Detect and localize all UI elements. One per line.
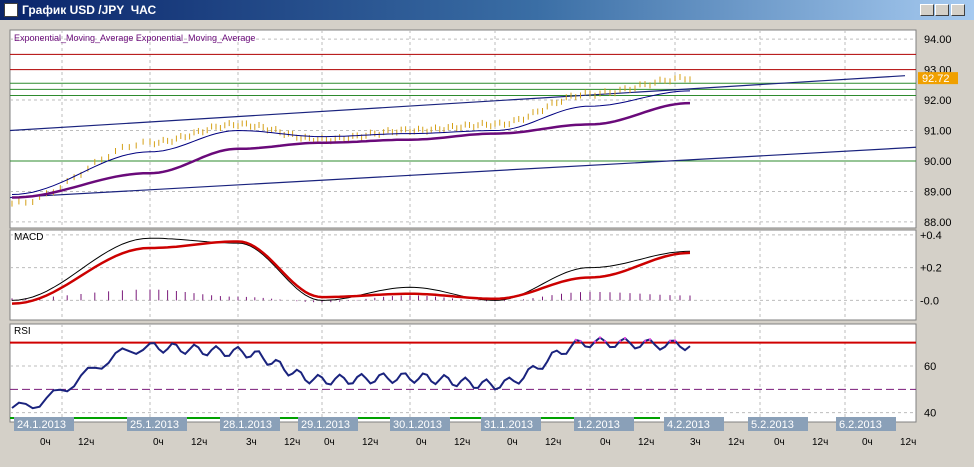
date-box <box>298 417 358 431</box>
hour-label: 0ч <box>774 437 785 448</box>
date-box <box>574 417 634 431</box>
rsi-overbought-point <box>673 339 677 342</box>
hour-label: 12ч <box>284 437 300 448</box>
hour-label: 12ч <box>191 437 207 448</box>
date-label: 31.1.2013 <box>484 419 533 431</box>
date-label: 29.1.2013 <box>301 419 350 431</box>
date-label: 5.2.2013 <box>751 419 794 431</box>
chart-svg: 94.0093.0092.0091.0090.0089.0088.0092.72… <box>9 29 958 448</box>
date-box <box>127 417 187 431</box>
rsi-overbought-point <box>643 339 647 343</box>
date-label: 25.1.2013 <box>130 419 179 431</box>
y-tick-label: 88.00 <box>924 217 952 229</box>
macd-tick-label: +0.4 <box>920 230 942 242</box>
macd-signal-line <box>11 240 691 305</box>
ema-fast-line <box>11 90 691 195</box>
panel-3-bg <box>9 323 917 423</box>
rsi-overbought-point <box>618 339 622 343</box>
y-tick-label: 92.00 <box>924 95 952 107</box>
rsi-panel-label: RSI <box>14 326 31 337</box>
hour-label: 12ч <box>545 437 561 448</box>
date-box <box>481 417 541 431</box>
channel-upper <box>9 75 906 132</box>
date-label: 28.1.2013 <box>223 419 272 431</box>
date-label: 24.1.2013 <box>17 419 66 431</box>
rsi-overbought-point <box>648 338 652 341</box>
main-panel-label: Exponential_Moving_Average Exponential_M… <box>14 33 255 43</box>
hour-label: 12ч <box>638 437 654 448</box>
macd-main-line <box>11 237 691 301</box>
hour-label: 0ч <box>600 437 611 448</box>
rsi-overbought-point <box>668 339 672 343</box>
date-label: 6.2.2013 <box>839 419 882 431</box>
panel-1-bg <box>9 29 917 229</box>
window-title: График USD /JPY ЧАС <box>22 3 157 17</box>
macd-tick-label: -0.0 <box>920 295 939 307</box>
y-tick-label: 91.00 <box>924 126 952 138</box>
current-price-label: 92.72 <box>922 73 950 85</box>
rsi-overbought-point <box>623 337 627 340</box>
date-box <box>836 417 896 431</box>
hour-label: 12ч <box>78 437 94 448</box>
date-box <box>390 417 450 431</box>
hour-label: 0ч <box>153 437 164 448</box>
rsi-line <box>11 336 691 410</box>
y-tick-label: 90.00 <box>924 156 952 168</box>
rsi-overbought-point <box>598 336 602 339</box>
hour-label: 3ч <box>690 437 701 448</box>
chart-canvas: 94.00 93.00 92.00 91.00 90.00 89.00 88.00 92.72… <box>0 20 974 462</box>
date-box <box>14 417 74 431</box>
y-tick-label: 89.00 <box>924 186 952 198</box>
ema-slow-line <box>11 101 691 199</box>
date-box <box>748 417 808 431</box>
maximize-button[interactable] <box>935 4 949 16</box>
rsi-tick-label: 60 <box>924 361 936 373</box>
date-box <box>220 417 280 431</box>
title-bar[interactable]: График USD /JPY ЧАС <box>0 0 974 20</box>
hour-label: 12ч <box>362 437 378 448</box>
hour-label: 0ч <box>507 437 518 448</box>
rsi-overbought-point <box>603 339 607 343</box>
date-label: 1.2.2013 <box>577 419 620 431</box>
hour-label: 0ч <box>324 437 335 448</box>
rsi-overbought-point <box>593 340 597 343</box>
hour-label: 12ч <box>900 437 916 448</box>
panel-2-bg <box>9 229 917 321</box>
minimize-button[interactable] <box>920 4 934 16</box>
hour-label: 0ч <box>862 437 873 448</box>
current-price-tag <box>918 72 958 85</box>
hour-label: 12ч <box>454 437 470 448</box>
date-label: 4.2.2013 <box>667 419 710 431</box>
y-tick-label: 94.00 <box>924 34 952 46</box>
macd-tick-label: +0.2 <box>920 263 942 275</box>
rsi-tick-label: 40 <box>924 408 936 420</box>
hour-label: 12ч <box>812 437 828 448</box>
date-box <box>664 417 724 431</box>
hour-label: 0ч <box>40 437 51 448</box>
macd-panel-label: MACD <box>14 232 43 243</box>
rsi-overbought-point <box>579 339 582 343</box>
hour-label: 12ч <box>728 437 744 448</box>
chart-app-icon <box>4 3 18 17</box>
channel-lower <box>9 146 917 199</box>
hour-label: 3ч <box>246 437 257 448</box>
hour-label: 0ч <box>416 437 427 448</box>
close-button[interactable] <box>951 4 965 16</box>
date-label: 30.1.2013 <box>393 419 442 431</box>
rsi-overbought-point <box>574 338 577 342</box>
